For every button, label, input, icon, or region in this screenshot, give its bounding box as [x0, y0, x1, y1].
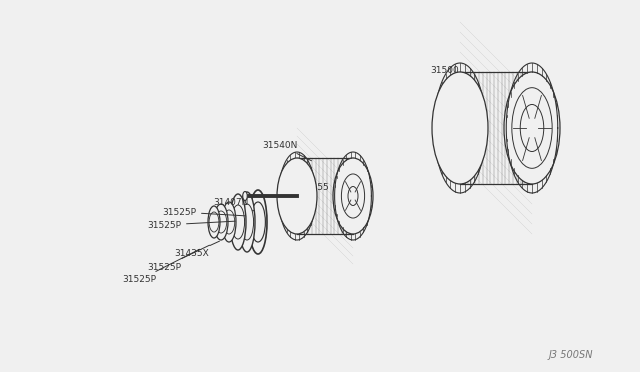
Ellipse shape: [215, 211, 227, 233]
Ellipse shape: [249, 190, 267, 254]
Ellipse shape: [230, 194, 246, 250]
Ellipse shape: [223, 210, 235, 234]
Ellipse shape: [333, 158, 373, 234]
Text: J3 500SN: J3 500SN: [548, 350, 593, 360]
Ellipse shape: [241, 204, 253, 240]
Text: 31525P: 31525P: [162, 208, 245, 217]
Text: 31525P: 31525P: [147, 245, 209, 272]
Ellipse shape: [208, 206, 220, 238]
Text: 31525P: 31525P: [122, 249, 200, 285]
Text: 31435X: 31435X: [174, 241, 220, 259]
Ellipse shape: [222, 202, 236, 242]
Text: 31555: 31555: [297, 183, 329, 200]
Text: 31525P: 31525P: [147, 221, 236, 230]
Ellipse shape: [214, 204, 228, 240]
Ellipse shape: [243, 192, 247, 201]
Ellipse shape: [504, 72, 560, 184]
Text: 31407N: 31407N: [213, 198, 255, 211]
Ellipse shape: [239, 192, 255, 252]
Text: 31540N: 31540N: [262, 141, 312, 161]
Ellipse shape: [432, 72, 488, 184]
Ellipse shape: [277, 158, 317, 234]
Ellipse shape: [232, 205, 244, 239]
Ellipse shape: [251, 202, 266, 242]
Text: 31500: 31500: [430, 65, 460, 86]
Ellipse shape: [209, 212, 219, 232]
